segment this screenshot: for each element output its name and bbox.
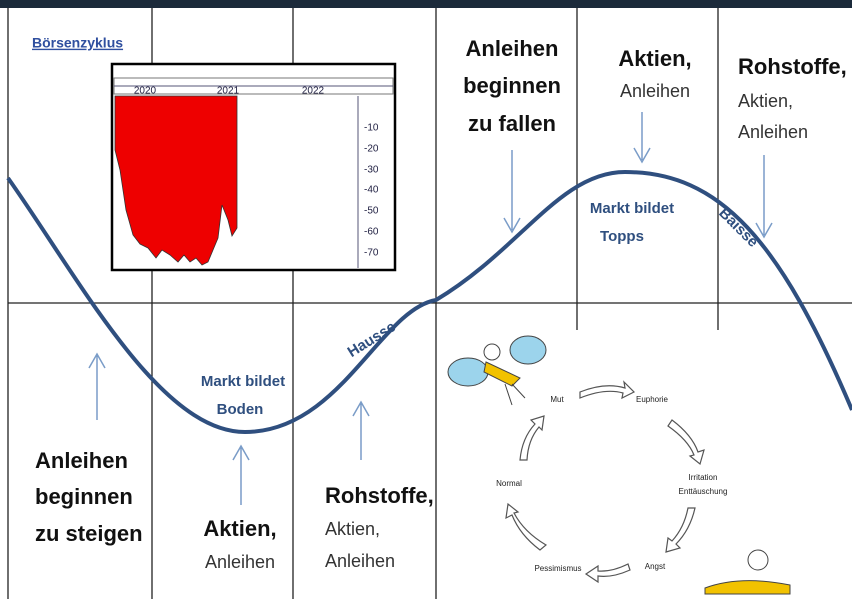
inset-level: -30: [364, 165, 379, 176]
emotion-label: Normal: [496, 479, 522, 488]
top-bar: [0, 0, 852, 8]
inset-year: 2022: [302, 86, 325, 97]
cycle-arrow: [584, 563, 631, 584]
inset-level: -40: [364, 185, 379, 196]
inset-red-area: [114, 95, 238, 266]
label-sub: Aktien,: [738, 91, 793, 111]
legs: [504, 383, 526, 406]
inset-level: -10: [364, 123, 379, 134]
label-heading: Rohstoffe,: [325, 483, 434, 508]
label-sub: Anleihen: [620, 81, 690, 101]
cycle-arrow: [519, 415, 545, 461]
label-heading: Anleihen: [35, 448, 128, 473]
arrows: [88, 112, 773, 505]
emotion-label: Enttäuschung: [679, 487, 728, 496]
emotion-cycle: Mut Euphorie Irritation Enttäuschung Ang…: [447, 335, 791, 595]
marker-label: Markt bildet: [590, 200, 674, 217]
arrow-up: [88, 352, 106, 420]
inset-level: -60: [364, 227, 379, 238]
emotion-label: Irritation: [689, 473, 718, 482]
inset-level: -20: [364, 144, 379, 155]
label-heading: zu steigen: [35, 521, 143, 546]
arrow-down: [503, 150, 521, 234]
inset-level: -50: [364, 206, 379, 217]
arrow-up: [352, 400, 370, 460]
happy-figure: [447, 335, 547, 406]
label-heading: Rohstoffe,: [738, 54, 847, 79]
label-heading: zu fallen: [468, 111, 556, 136]
arrow-up: [232, 444, 250, 505]
head: [747, 549, 769, 571]
label-sub: Anleihen: [738, 122, 808, 142]
wing: [447, 357, 489, 387]
label-heading: Aktien,: [618, 46, 691, 71]
body: [483, 361, 521, 387]
body: [704, 580, 791, 595]
inset-year: 2020: [134, 86, 157, 97]
emotion-label: Angst: [645, 562, 666, 571]
label-heading: beginnen: [463, 73, 561, 98]
emotion-label: Pessimismus: [534, 564, 581, 573]
inset-level: -70: [364, 248, 379, 259]
marker-label: Boden: [217, 401, 264, 418]
sad-figure: [704, 549, 791, 595]
arrow-down: [755, 155, 773, 239]
marker-label: Markt bildet: [201, 373, 285, 390]
cycle-arrow: [667, 419, 705, 466]
title: Börsenzyklus: [32, 35, 123, 51]
cycle-arrow: [579, 380, 636, 400]
label-heading: Aktien,: [203, 516, 276, 541]
label-sub: Anleihen: [205, 552, 275, 572]
label-heading: beginnen: [35, 484, 133, 509]
cycle-arrows: [505, 380, 705, 584]
head: [483, 343, 501, 361]
emotion-label: Mut: [550, 395, 564, 404]
label-sub: Aktien,: [325, 519, 380, 539]
arrow-down: [633, 112, 651, 164]
marker-label: Topps: [600, 228, 644, 245]
label-heading: Anleihen: [466, 36, 559, 61]
inset-year: 2021: [217, 86, 240, 97]
label-sub: Anleihen: [325, 551, 395, 571]
emotion-label: Euphorie: [636, 395, 669, 404]
cycle-arrow: [665, 507, 696, 553]
market-curve: [6, 169, 852, 435]
cycle-arrow: [505, 502, 548, 551]
wing: [509, 335, 547, 365]
inset-chart: 2020 2021 2022 -10 -20 -30 -40 -50 -60 -…: [110, 62, 397, 272]
